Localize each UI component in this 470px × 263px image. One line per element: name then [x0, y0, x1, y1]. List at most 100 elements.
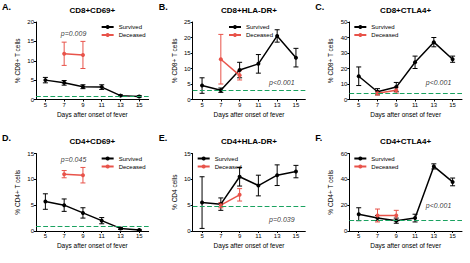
svg-text:11: 11 [255, 102, 262, 108]
svg-text:7: 7 [219, 233, 223, 239]
svg-text:CD8+CTLA4+: CD8+CTLA4+ [380, 6, 431, 15]
svg-text:10: 10 [184, 176, 191, 182]
svg-text:5: 5 [31, 202, 35, 208]
svg-text:0: 0 [187, 97, 191, 103]
svg-text:Survived: Survived [371, 156, 394, 162]
svg-text:10: 10 [27, 176, 34, 182]
svg-text:20: 20 [341, 66, 348, 72]
svg-text:Days after onset of fever: Days after onset of fever [370, 111, 442, 119]
svg-text:5: 5 [200, 233, 204, 239]
svg-text:15: 15 [27, 38, 34, 44]
svg-text:Days after onset of fever: Days after onset of fever [214, 111, 286, 119]
svg-text:11: 11 [412, 233, 419, 239]
svg-text:9: 9 [81, 233, 85, 239]
svg-text:Survived: Survived [119, 24, 142, 30]
svg-text:5: 5 [44, 233, 48, 239]
svg-text:40: 40 [341, 176, 348, 182]
svg-text:Survived: Survived [371, 24, 394, 30]
svg-text:9: 9 [395, 233, 399, 239]
svg-text:Days after onset of fever: Days after onset of fever [214, 242, 286, 250]
svg-text:p<0.001: p<0.001 [268, 79, 295, 87]
svg-text:10: 10 [184, 66, 191, 72]
svg-text:11: 11 [412, 102, 419, 108]
svg-text:9: 9 [238, 102, 242, 108]
svg-text:7: 7 [62, 102, 66, 108]
svg-text:5: 5 [187, 81, 191, 87]
svg-text:Days after onset of fever: Days after onset of fever [57, 242, 129, 250]
svg-text:40: 40 [341, 35, 348, 41]
svg-text:CD4+CD69+: CD4+CD69+ [69, 137, 115, 146]
svg-text:CD8+CD69+: CD8+CD69+ [69, 6, 115, 15]
svg-text:Deceased: Deceased [119, 32, 146, 38]
svg-text:15: 15 [449, 233, 456, 239]
svg-text:20: 20 [27, 19, 34, 25]
svg-text:13: 13 [117, 233, 124, 239]
svg-text:% CD8+ T cells: % CD8+ T cells [327, 38, 334, 83]
svg-text:0: 0 [31, 97, 35, 103]
svg-text:11: 11 [255, 233, 262, 239]
svg-text:60: 60 [341, 151, 348, 157]
svg-text:F.: F. [315, 133, 322, 143]
svg-text:% CD8+ T cells: % CD8+ T cells [171, 38, 178, 83]
svg-text:11: 11 [99, 233, 106, 239]
svg-text:% CD4+ T cells: % CD4+ T cells [14, 169, 21, 214]
svg-text:CD8+HLA-DR+: CD8+HLA-DR+ [221, 6, 277, 15]
svg-text:9: 9 [238, 233, 242, 239]
svg-text:Deceased: Deceased [246, 32, 273, 38]
svg-text:Deceased: Deceased [371, 164, 398, 170]
svg-text:p=0.039: p=0.039 [268, 216, 295, 224]
svg-text:p=0.045: p=0.045 [60, 156, 87, 164]
svg-text:15: 15 [293, 233, 300, 239]
svg-text:25: 25 [184, 19, 191, 25]
svg-text:Days after onset of fever: Days after onset of fever [370, 242, 442, 250]
svg-text:5: 5 [44, 102, 48, 108]
svg-text:Survived: Survived [215, 156, 238, 162]
svg-text:13: 13 [430, 102, 437, 108]
svg-text:7: 7 [219, 102, 223, 108]
svg-text:7: 7 [376, 233, 380, 239]
svg-text:Survived: Survived [119, 156, 142, 162]
svg-text:15: 15 [449, 102, 456, 108]
svg-text:13: 13 [274, 102, 281, 108]
svg-text:D.: D. [2, 133, 11, 143]
svg-text:Deceased: Deceased [215, 164, 242, 170]
svg-text:11: 11 [99, 102, 106, 108]
svg-text:13: 13 [274, 233, 281, 239]
svg-text:9: 9 [395, 102, 399, 108]
svg-text:0: 0 [187, 228, 191, 234]
svg-text:10: 10 [341, 81, 348, 87]
svg-text:15: 15 [293, 102, 300, 108]
svg-text:5: 5 [200, 102, 204, 108]
svg-text:B.: B. [159, 2, 168, 12]
svg-text:50: 50 [341, 19, 348, 25]
svg-text:15: 15 [136, 102, 143, 108]
svg-text:A.: A. [2, 2, 11, 12]
svg-text:CD4+CTLA4+: CD4+CTLA4+ [380, 137, 431, 146]
svg-text:% CD8+ T cells: % CD8+ T cells [14, 38, 21, 83]
svg-text:13: 13 [117, 102, 124, 108]
svg-text:10: 10 [27, 58, 34, 64]
svg-text:Deceased: Deceased [119, 164, 146, 170]
svg-text:5: 5 [187, 202, 191, 208]
svg-text:7: 7 [62, 233, 66, 239]
svg-text:5: 5 [357, 233, 361, 239]
svg-text:15: 15 [136, 233, 143, 239]
svg-text:13: 13 [430, 233, 437, 239]
svg-text:20: 20 [341, 202, 348, 208]
svg-text:5: 5 [357, 102, 361, 108]
svg-text:% CD4 cells: % CD4 cells [171, 174, 178, 210]
svg-text:30: 30 [341, 50, 348, 56]
svg-text:% CD4+ T cells: % CD4+ T cells [327, 169, 334, 214]
svg-text:p<0.001: p<0.001 [425, 202, 452, 210]
svg-text:CD4+HLA-DR+: CD4+HLA-DR+ [221, 137, 277, 146]
svg-text:20: 20 [184, 35, 191, 41]
svg-text:E.: E. [159, 133, 168, 143]
svg-text:5: 5 [31, 77, 35, 83]
svg-text:7: 7 [376, 102, 380, 108]
svg-text:Survived: Survived [246, 24, 269, 30]
svg-text:Deceased: Deceased [371, 32, 398, 38]
svg-text:9: 9 [81, 102, 85, 108]
svg-text:0: 0 [344, 97, 348, 103]
svg-text:p=0.009: p=0.009 [60, 30, 87, 38]
svg-text:0: 0 [31, 228, 35, 234]
